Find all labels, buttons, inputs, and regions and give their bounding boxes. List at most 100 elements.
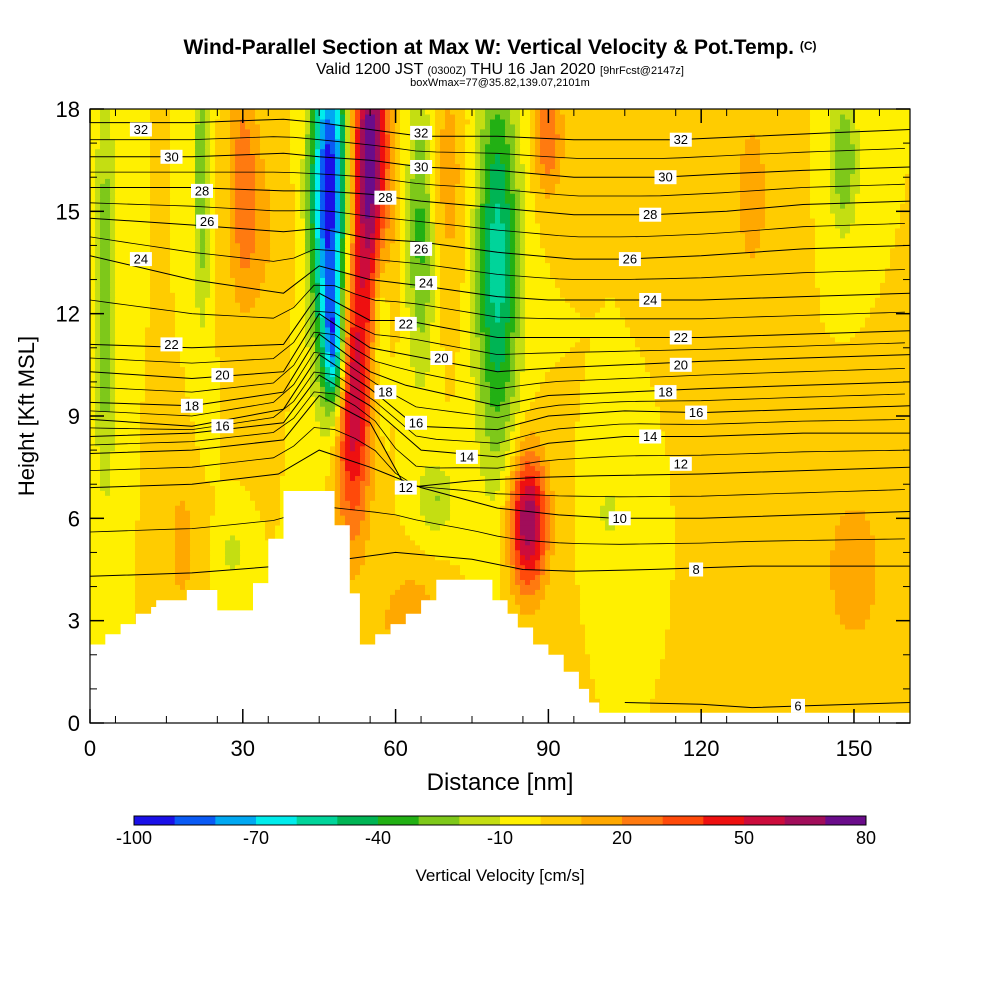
velocity-cell — [740, 698, 746, 704]
velocity-cell — [655, 653, 661, 660]
velocity-cell — [680, 658, 686, 665]
velocity-cell — [775, 673, 781, 680]
velocity-cell — [905, 628, 910, 635]
velocity-cell — [170, 574, 176, 580]
velocity-cell — [235, 574, 241, 580]
velocity-cell — [420, 574, 426, 580]
velocity-cell — [725, 643, 731, 650]
velocity-cell — [105, 569, 111, 576]
velocity-cell — [845, 643, 851, 650]
velocity-cell — [640, 633, 646, 640]
velocity-cell — [130, 614, 136, 620]
velocity-cell — [615, 668, 621, 675]
velocity-cell — [110, 594, 116, 600]
velocity-cell — [670, 643, 676, 650]
velocity-cell — [560, 574, 566, 580]
velocity-cell — [725, 579, 731, 585]
velocity-cell — [600, 619, 606, 625]
velocity-cell — [605, 628, 611, 635]
velocity-cell — [780, 653, 786, 660]
velocity-cell — [800, 683, 806, 689]
velocity-cell — [405, 579, 411, 585]
velocity-cell — [770, 609, 776, 615]
velocity-cell — [595, 609, 601, 615]
velocity-cell — [655, 683, 661, 689]
velocity-cell — [700, 698, 706, 704]
velocity-cell — [365, 589, 371, 595]
velocity-cell — [550, 628, 556, 635]
velocity-cell — [600, 594, 606, 600]
velocity-cell — [885, 678, 891, 684]
velocity-cell — [705, 589, 711, 595]
velocity-cell — [855, 604, 861, 610]
velocity-cell — [890, 673, 896, 680]
velocity-cell — [405, 599, 411, 605]
velocity-cell — [615, 574, 621, 580]
velocity-cell — [390, 599, 396, 605]
velocity-cell — [850, 633, 856, 640]
velocity-cell — [850, 673, 856, 680]
velocity-cell — [655, 584, 661, 590]
velocity-cell — [620, 633, 626, 640]
velocity-cell — [385, 594, 391, 600]
velocity-cell — [630, 638, 636, 645]
velocity-cell — [655, 663, 661, 670]
velocity-cell — [705, 673, 711, 680]
velocity-cell — [630, 648, 636, 655]
velocity-cell — [715, 584, 721, 590]
velocity-cell — [725, 589, 731, 595]
velocity-cell — [605, 619, 611, 625]
velocity-cell — [585, 609, 591, 615]
velocity-cell — [700, 678, 706, 684]
velocity-cell — [905, 614, 910, 620]
velocity-cell — [105, 574, 111, 580]
velocity-cell — [605, 688, 611, 694]
velocity-cell — [635, 589, 641, 595]
velocity-cell — [785, 653, 791, 660]
velocity-cell — [800, 584, 806, 590]
velocity-cell — [855, 584, 861, 590]
velocity-cell — [560, 643, 566, 650]
velocity-cell — [125, 599, 131, 605]
velocity-cell — [850, 653, 856, 660]
velocity-cell — [740, 653, 746, 660]
velocity-cell — [665, 648, 671, 655]
velocity-cell — [610, 614, 616, 620]
velocity-cell — [400, 609, 406, 615]
velocity-cell — [690, 673, 696, 680]
velocity-cell — [380, 614, 386, 620]
velocity-cell — [730, 693, 736, 699]
velocity-cell — [735, 653, 741, 660]
velocity-cell — [565, 623, 571, 630]
velocity-cell — [865, 619, 871, 625]
velocity-cell — [745, 688, 751, 694]
velocity-cell — [655, 633, 661, 640]
velocity-cell — [710, 673, 716, 680]
velocity-cell — [825, 673, 831, 680]
velocity-cell — [645, 703, 651, 709]
velocity-cell — [635, 628, 641, 635]
velocity-cell — [510, 599, 516, 605]
velocity-cell — [745, 658, 751, 665]
velocity-cell — [540, 584, 546, 590]
velocity-cell — [150, 584, 156, 590]
velocity-cell — [775, 708, 781, 714]
velocity-cell — [680, 609, 686, 615]
velocity-cell — [820, 683, 826, 689]
velocity-cell — [880, 599, 886, 605]
velocity-cell — [770, 663, 776, 670]
velocity-cell — [845, 698, 851, 704]
velocity-cell — [125, 594, 131, 600]
velocity-cell — [900, 614, 906, 620]
velocity-cell — [540, 614, 546, 620]
velocity-cell — [105, 589, 111, 595]
velocity-cell — [635, 648, 641, 655]
velocity-cell — [730, 643, 736, 650]
velocity-cell — [740, 614, 746, 620]
velocity-cell — [895, 609, 901, 615]
velocity-cell — [620, 584, 626, 590]
velocity-cell — [585, 599, 591, 605]
velocity-cell — [770, 703, 776, 709]
velocity-cell — [510, 579, 516, 585]
velocity-cell — [110, 569, 116, 576]
